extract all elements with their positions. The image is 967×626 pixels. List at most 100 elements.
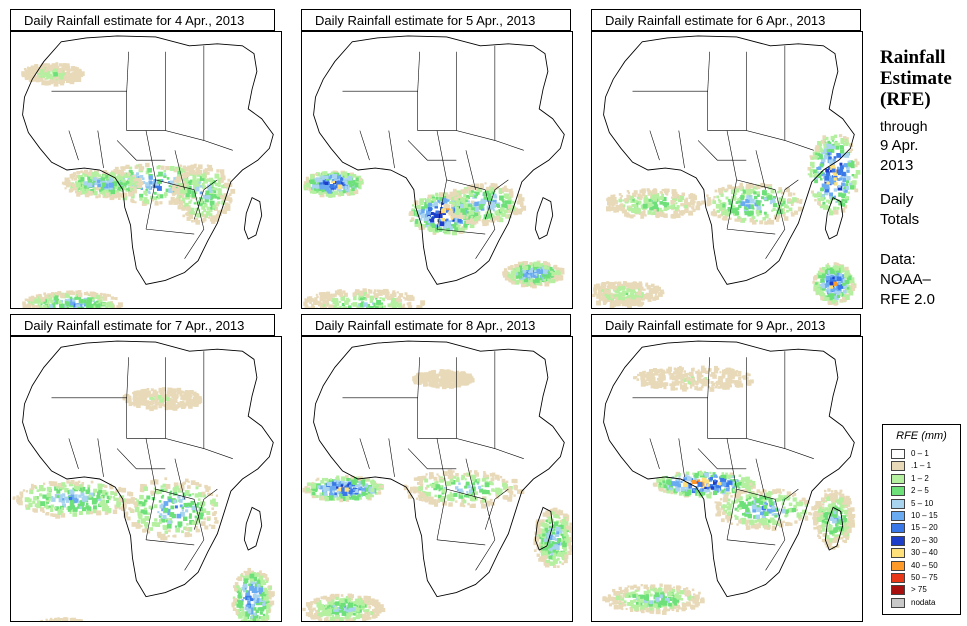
rain-cell: [851, 174, 854, 177]
rain-cell: [676, 213, 681, 218]
rain-cell: [33, 72, 36, 76]
rain-cell: [27, 498, 32, 503]
rain-cell: [834, 295, 839, 301]
rain-cell: [339, 305, 342, 308]
rain-cell: [149, 181, 153, 185]
rain-cell: [828, 200, 832, 205]
rain-cell: [141, 390, 145, 394]
rain-cell: [36, 77, 41, 82]
rain-cell: [235, 601, 239, 605]
rain-cell: [837, 178, 841, 181]
rain-cell: [482, 220, 487, 224]
rain-cell: [471, 190, 474, 193]
rain-cell: [321, 188, 326, 193]
rain-cell: [56, 76, 59, 79]
rain-cell: [30, 297, 35, 302]
rain-cell: [344, 300, 349, 305]
rain-cell: [173, 399, 178, 403]
rain-cell: [210, 216, 214, 220]
rain-cell: [253, 599, 257, 603]
rain-cell: [505, 188, 509, 193]
rain-cell: [166, 508, 171, 514]
rain-cell: [781, 191, 785, 195]
rain-cell: [132, 397, 135, 400]
rain-cell: [481, 199, 487, 205]
rain-cell: [604, 294, 608, 299]
rain-cell: [107, 304, 110, 308]
rain-cell: [841, 268, 847, 273]
rain-cell: [243, 589, 246, 593]
rain-cell: [351, 187, 355, 191]
rain-cell: [310, 305, 316, 308]
rain-cell: [161, 508, 164, 512]
rain-cell: [163, 192, 168, 196]
rain-cell: [43, 503, 48, 508]
rain-cell: [257, 579, 260, 582]
rain-cell: [163, 174, 167, 178]
rain-cell: [397, 302, 402, 308]
rain-cell: [812, 169, 818, 174]
rain-cell: [229, 193, 232, 196]
rain-cell: [652, 211, 656, 215]
panel-title: Daily Rainfall estimate for 8 Apr., 2013: [301, 314, 571, 336]
rain-cell: [150, 393, 154, 398]
rain-cell: [190, 480, 196, 485]
country-border: [359, 130, 370, 161]
africa-outline: [313, 35, 565, 285]
rain-cell: [452, 230, 457, 236]
rain-cell: [661, 193, 664, 197]
rain-cell: [110, 189, 116, 195]
rain-cell: [101, 302, 105, 306]
rain-cell: [65, 499, 70, 503]
rain-cell: [269, 604, 273, 607]
rain-cell: [203, 209, 206, 212]
rain-cell: [180, 193, 185, 198]
rain-cell: [527, 274, 531, 278]
rain-cell: [387, 303, 392, 308]
rain-cell: [408, 294, 414, 300]
rain-cell: [847, 275, 852, 281]
rain-cell: [755, 209, 760, 215]
rain-cell: [265, 612, 269, 616]
rain-cell: [261, 595, 265, 600]
rain-cell: [606, 281, 610, 285]
rain-cell: [169, 397, 172, 401]
rain-cell: [254, 618, 260, 621]
map-canvas: [303, 35, 565, 308]
rain-cell: [616, 286, 620, 290]
rain-cell: [350, 303, 354, 306]
rain-cell: [829, 177, 834, 183]
rain-cell: [814, 179, 818, 184]
rain-cell: [72, 487, 76, 492]
rain-cell: [455, 216, 459, 220]
rain-cell: [199, 185, 203, 188]
rain-cell: [204, 525, 209, 530]
rain-cell: [844, 152, 850, 158]
rain-cell: [58, 63, 63, 67]
rain-cell: [136, 177, 142, 183]
rain-cell: [820, 196, 825, 201]
rain-cell: [215, 520, 219, 524]
rain-cell: [202, 169, 208, 175]
rain-cell: [267, 586, 270, 589]
rain-cell: [134, 181, 138, 185]
rain-cell: [78, 292, 83, 298]
rain-cell: [78, 298, 84, 304]
rain-cell: [627, 287, 630, 290]
rain-cell: [347, 192, 351, 196]
map-canvas: [12, 340, 275, 621]
rain-cell: [509, 191, 514, 196]
rain-cell: [233, 585, 236, 589]
rain-cell: [189, 519, 194, 525]
rain-cell: [50, 299, 54, 304]
rain-cell: [816, 157, 820, 160]
rain-cell: [371, 494, 374, 498]
rain-cell: [106, 188, 111, 194]
rain-cell: [358, 179, 364, 184]
rain-cell: [419, 198, 425, 204]
rain-cell: [34, 64, 39, 69]
rain-cell: [620, 207, 625, 212]
rain-cell: [843, 186, 847, 190]
rain-cell: [188, 200, 192, 204]
rain-cell: [179, 186, 183, 190]
